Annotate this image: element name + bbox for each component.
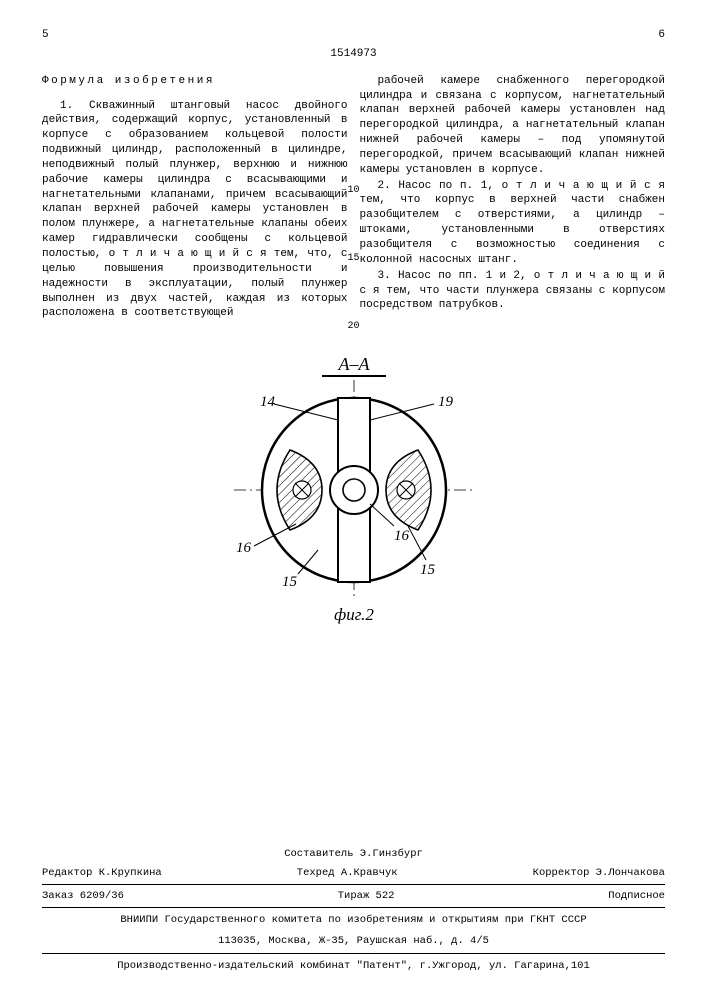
label-16b: 16 (394, 528, 410, 544)
diagram-block: А–А 14 19 16 16 15 15 фиг.2 (42, 350, 665, 630)
claim-2: 2. Насос по п. 1, о т л и ч а ю щ и й с … (360, 179, 666, 268)
page-num-right: 6 (658, 28, 665, 43)
figure-label: фиг.2 (334, 605, 374, 624)
editor: Редактор К.Крупкина (42, 866, 162, 880)
claim-3: 3. Насос по пп. 1 и 2, о т л и ч а ю щ и… (360, 269, 666, 314)
label-15b: 15 (420, 562, 436, 578)
techred: Техред А.Кравчук (297, 866, 398, 880)
org2: 113035, Москва, Ж-35, Раушская наб., д. … (42, 931, 665, 951)
left-column: Формула изобретения 1. Скважинный штанго… (42, 74, 348, 323)
label-15a: 15 (282, 574, 298, 590)
figure-2-svg: А–А 14 19 16 16 15 15 фиг.2 (194, 350, 514, 630)
label-19: 19 (438, 394, 454, 410)
line-marker-20: 20 (347, 320, 359, 334)
label-14: 14 (260, 394, 276, 410)
podpisnoe: Подписное (608, 889, 665, 903)
claim-1-cont: рабочей камере снабженного перегородкой … (360, 74, 666, 178)
footer-block: Составитель Э.Гинзбург Редактор К.Крупки… (42, 844, 665, 976)
corrector: Корректор Э.Лончакова (533, 866, 665, 880)
section-label: А–А (337, 354, 370, 374)
page-header: 5 6 (42, 28, 665, 43)
tirazh: Тираж 522 (338, 889, 395, 903)
compiler: Составитель Э.Гинзбург (42, 844, 665, 864)
right-column: рабочей камере снабженного перегородкой … (360, 74, 666, 323)
formula-title: Формула изобретения (42, 74, 348, 89)
org1: ВНИИПИ Государственного комитета по изоб… (42, 910, 665, 930)
line-marker-10: 10 (347, 184, 359, 198)
claim-1: 1. Скважинный штанговый насос двойного д… (42, 99, 348, 322)
line-marker-15: 15 (347, 252, 359, 266)
printer: Производственно-издательский комбинат "П… (42, 956, 665, 976)
page-num-left: 5 (42, 28, 49, 43)
text-columns: Формула изобретения 1. Скважинный штанго… (42, 74, 665, 323)
footer-order-row: Заказ 6209/36 Тираж 522 Подписное (42, 887, 665, 905)
footer-credits: Редактор К.Крупкина Техред А.Кравчук Кор… (42, 864, 665, 882)
label-16a: 16 (236, 540, 252, 556)
order: Заказ 6209/36 (42, 889, 124, 903)
document-number: 1514973 (42, 47, 665, 62)
